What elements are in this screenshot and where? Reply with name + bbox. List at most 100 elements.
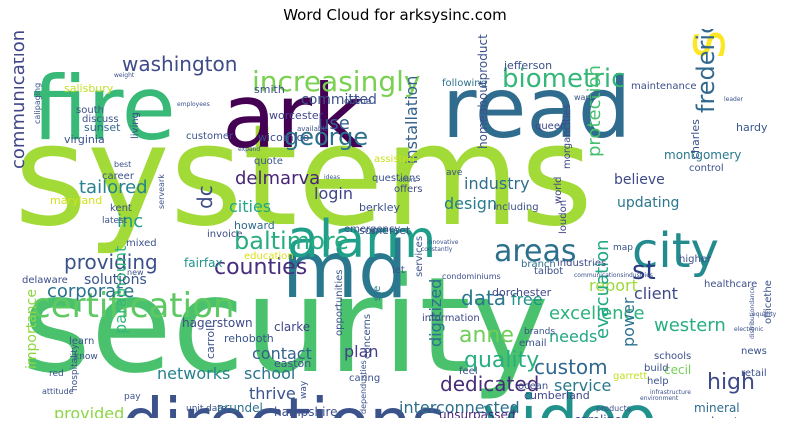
cloud-word-46: needs	[549, 327, 597, 346]
cloud-word-80: montgomery	[664, 148, 741, 162]
cloud-word-137: schools	[654, 351, 691, 362]
cloud-word-30: installation	[402, 76, 421, 164]
cloud-word-180: available	[297, 125, 329, 133]
cloud-word-160: ave	[446, 168, 463, 178]
cloud-word-5: md	[282, 226, 408, 316]
cloud-word-29: login	[314, 184, 353, 203]
cloud-word-61: committed	[301, 92, 377, 108]
cloud-word-166: products	[596, 404, 631, 413]
cloud-word-101: following	[442, 78, 487, 89]
cloud-word-55: plan	[344, 342, 379, 361]
cloud-word-178: employees	[177, 101, 210, 108]
cloud-word-19: areas	[494, 234, 577, 269]
cloud-word-64: updating	[617, 195, 679, 211]
cloud-word-88: worcester	[269, 109, 324, 122]
cloud-word-159: online	[344, 97, 372, 107]
cloud-word-154: pay	[124, 392, 141, 402]
cloud-word-32: design	[444, 194, 497, 213]
cloud-word-1: security	[22, 249, 549, 403]
cloud-word-23: corporate	[47, 281, 134, 302]
cloud-word-116: branch	[521, 259, 556, 270]
cloud-word-54: paramount	[111, 246, 130, 334]
cloud-word-79: cecil	[664, 363, 691, 377]
cloud-word-176: leader	[724, 96, 744, 103]
cloud-word-45: digitized	[426, 279, 445, 347]
cloud-word-115: industries	[557, 258, 606, 269]
cloud-word-139: news	[741, 346, 767, 357]
cloud-word-74: mineral	[694, 401, 740, 415]
cloud-word-122: condominiums	[442, 272, 501, 281]
cloud-word-4: read	[442, 59, 631, 157]
cloud-word-102: queen	[535, 121, 566, 132]
cloud-word-143: map	[613, 243, 633, 253]
cloud-word-136: help	[647, 376, 669, 387]
cloud-word-43: service	[554, 376, 611, 395]
cloud-word-36: client	[634, 284, 678, 303]
cloud-word-40: anne	[459, 323, 514, 348]
cloud-word-95: loudon	[558, 200, 569, 234]
cloud-word-15: washington	[122, 52, 237, 76]
cloud-word-152: red	[49, 369, 64, 379]
cloud-word-124: information	[422, 313, 480, 324]
cloud-word-48: high	[707, 370, 755, 395]
cloud-word-67: fairfax	[184, 256, 223, 270]
cloud-word-85: talbot	[534, 266, 563, 277]
cloud-word-157: way	[299, 380, 309, 399]
cloud-word-174: distributiondance	[749, 286, 756, 339]
cloud-word-169: dependusties	[359, 360, 368, 414]
cloud-word-58: interconnected	[399, 398, 520, 417]
cloud-word-39: western	[654, 315, 726, 336]
cloud-word-113: including	[493, 202, 539, 213]
cloud-word-47: evacuation	[592, 239, 613, 339]
cloud-word-100: maintenance	[631, 81, 697, 92]
cloud-word-104: smith	[254, 83, 285, 96]
cloud-word-7: video	[482, 383, 657, 418]
cloud-word-107: living	[130, 112, 141, 139]
cloud-word-65: solutions	[84, 272, 147, 288]
cloud-word-81: maryland	[50, 194, 102, 207]
cloud-word-89: wicomico	[258, 131, 310, 144]
cloud-word-146: kent	[110, 203, 132, 214]
cloud-word-20: st	[632, 256, 656, 286]
cloud-word-73: caroline	[574, 413, 622, 418]
cloud-word-96: morgancities	[562, 104, 573, 169]
cloud-word-112: offers	[394, 184, 422, 195]
cloud-word-70: carroll	[204, 325, 217, 359]
cloud-word-34: free	[511, 290, 543, 309]
cloud-word-165: serveark	[157, 174, 166, 209]
cloud-word-51: school	[244, 364, 295, 383]
cloud-word-129: email	[519, 338, 547, 349]
cloud-word-37: report	[589, 276, 638, 295]
cloud-word-125: opportunities	[334, 270, 345, 336]
cloud-word-123: ste	[372, 286, 383, 301]
cloud-word-158: new	[127, 268, 144, 277]
cloud-word-71: hampshire	[274, 405, 338, 418]
chart-title: Word Cloud for arksysinc.com	[283, 6, 507, 24]
cloud-word-8: alarm	[287, 210, 436, 270]
cloud-word-130: feel	[459, 366, 478, 377]
cloud-word-131: ocean	[518, 381, 548, 392]
cloud-word-135: build	[644, 363, 669, 374]
cloud-word-90: salisbury	[64, 82, 114, 95]
cloud-word-3: ark	[222, 65, 363, 168]
cloud-word-38: excellence	[549, 303, 645, 324]
cloud-word-175: communicationsindustries	[574, 272, 653, 279]
cloud-word-35: protection	[584, 65, 605, 157]
cloud-word-10: sound	[673, 29, 738, 59]
cloud-word-66: hagerstown	[182, 316, 253, 330]
cloud-word-50: contact	[252, 344, 312, 363]
cloud-word-148: mixed	[126, 238, 157, 249]
cloud-word-103: homeaboutproduct	[476, 34, 490, 149]
cloud-word-72: arundel	[217, 401, 263, 415]
cloud-word-25: inc	[117, 211, 143, 232]
cloud-word-156: date	[206, 404, 227, 414]
cloud-word-14: george	[284, 123, 368, 151]
cloud-word-128: brands	[524, 327, 555, 337]
cloud-word-167: constantly	[421, 246, 453, 253]
cloud-word-69: clarke	[274, 320, 310, 334]
cloud-word-49: power	[619, 297, 638, 347]
cloud-word-184: ideas	[324, 174, 340, 181]
cloud-word-62: use	[318, 113, 350, 134]
cloud-word-16: frederick	[692, 29, 720, 113]
cloud-word-163: discuss	[82, 114, 119, 125]
